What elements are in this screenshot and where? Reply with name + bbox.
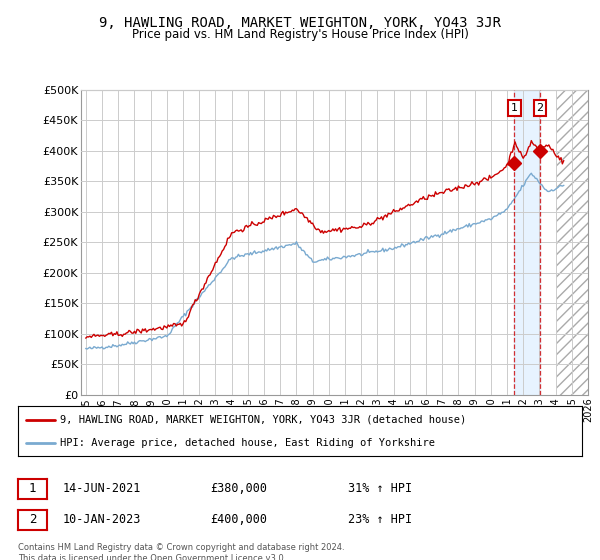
- Text: 23% ↑ HPI: 23% ↑ HPI: [348, 513, 412, 526]
- Text: HPI: Average price, detached house, East Riding of Yorkshire: HPI: Average price, detached house, East…: [60, 438, 436, 448]
- Text: 10-JAN-2023: 10-JAN-2023: [63, 513, 142, 526]
- Bar: [556, 90, 588, 395]
- Text: 2: 2: [536, 103, 544, 113]
- Text: £400,000: £400,000: [210, 513, 267, 526]
- Bar: [514, 90, 540, 395]
- Text: Price paid vs. HM Land Registry's House Price Index (HPI): Price paid vs. HM Land Registry's House …: [131, 28, 469, 41]
- Text: 9, HAWLING ROAD, MARKET WEIGHTON, YORK, YO43 3JR: 9, HAWLING ROAD, MARKET WEIGHTON, YORK, …: [99, 16, 501, 30]
- Text: 31% ↑ HPI: 31% ↑ HPI: [348, 482, 412, 496]
- Bar: [556, 90, 588, 395]
- Text: 2: 2: [29, 513, 36, 526]
- Text: £380,000: £380,000: [210, 482, 267, 496]
- Text: 14-JUN-2021: 14-JUN-2021: [63, 482, 142, 496]
- Text: 1: 1: [29, 482, 36, 496]
- Text: 1: 1: [511, 103, 518, 113]
- Text: Contains HM Land Registry data © Crown copyright and database right 2024.
This d: Contains HM Land Registry data © Crown c…: [18, 543, 344, 560]
- Text: 9, HAWLING ROAD, MARKET WEIGHTON, YORK, YO43 3JR (detached house): 9, HAWLING ROAD, MARKET WEIGHTON, YORK, …: [60, 414, 467, 424]
